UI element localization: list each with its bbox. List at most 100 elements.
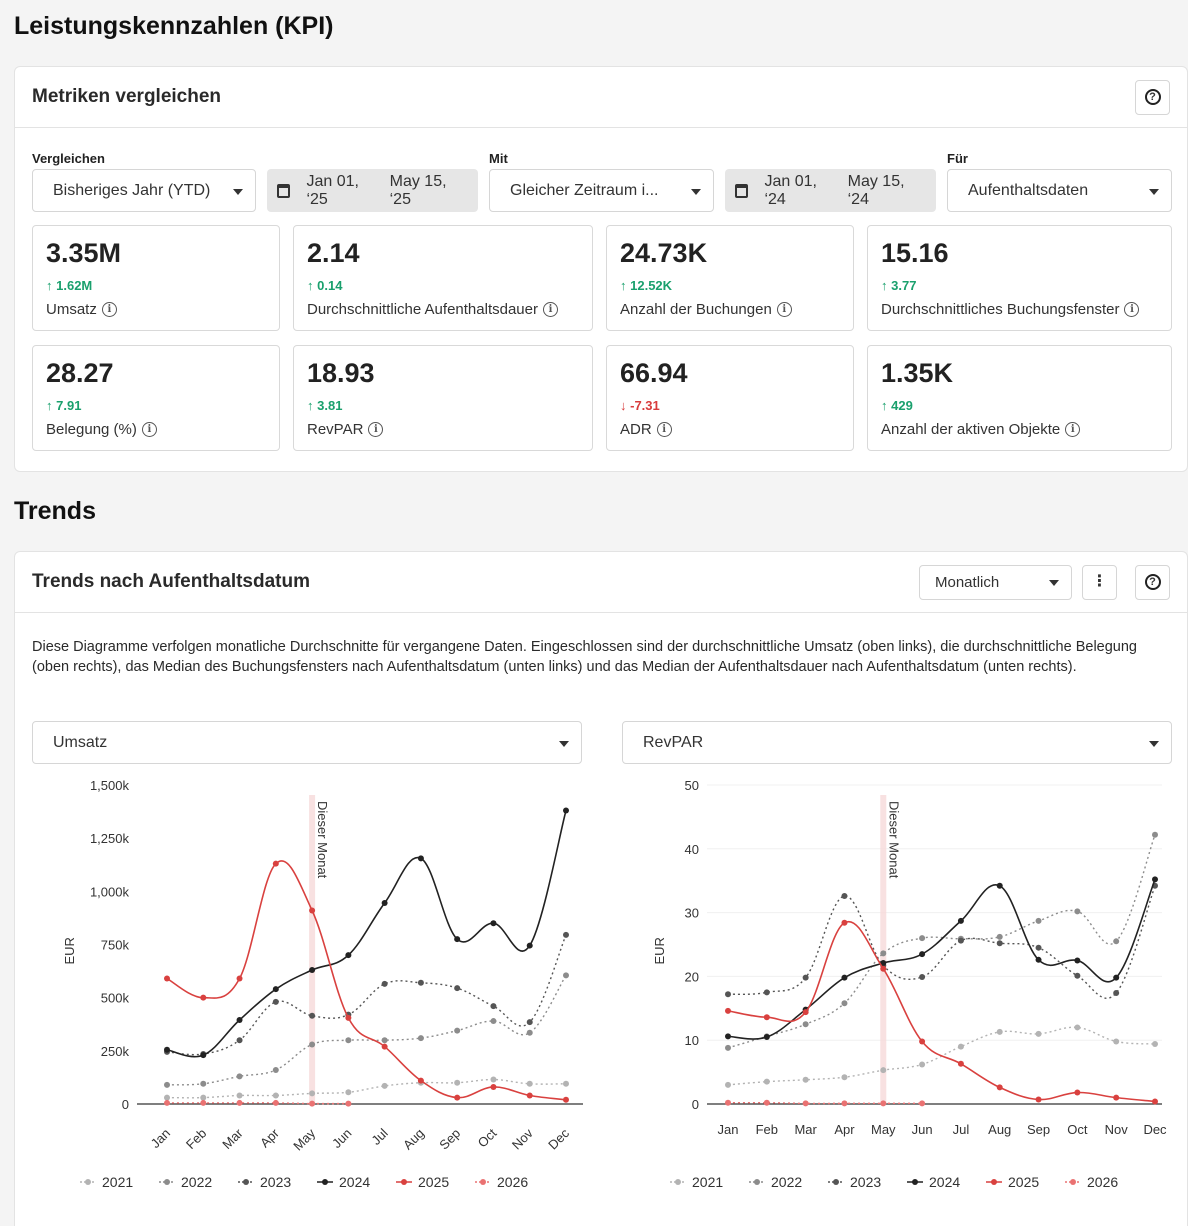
data-point-2024	[763, 1034, 770, 1041]
info-icon[interactable]: i	[656, 422, 672, 437]
y-tick-label: 40	[685, 842, 699, 857]
metric-card-buchungen: 24.73K ↑ 12.52K Anzahl der Buchungen i	[606, 225, 854, 331]
metric-delta: ↑ 3.77	[881, 278, 917, 293]
for-select-value: Aufenthaltsdaten	[968, 181, 1089, 199]
data-point-2021	[345, 1089, 352, 1096]
data-point-2022	[381, 1037, 388, 1044]
y-tick-label: 10	[685, 1033, 699, 1048]
data-point-2024	[725, 1033, 731, 1040]
data-point-2024	[1152, 876, 1158, 883]
data-point-2021	[526, 1080, 533, 1087]
data-point-2022	[200, 1080, 207, 1087]
period-select[interactable]: Monatlich	[919, 564, 1072, 600]
kpi-help-button[interactable]: ?	[1135, 79, 1170, 115]
data-point-2022	[996, 933, 1003, 940]
info-icon[interactable]: i	[368, 422, 384, 437]
metric-value: 2.14	[307, 238, 360, 268]
info-icon[interactable]: i	[101, 302, 117, 317]
trend-card: Trends nach Aufenthaltsdatum Monatlich ⋮…	[14, 551, 1188, 1226]
data-point-2025	[802, 1009, 809, 1016]
this-month-label: Dieser Monat	[886, 801, 901, 879]
data-point-2021	[200, 1094, 207, 1101]
metric-label: Belegung (%) i	[46, 421, 266, 438]
more-options-button[interactable]: ⋮	[1082, 564, 1117, 600]
right-metric-select[interactable]: RevPAR	[622, 721, 1172, 764]
y-tick-label: 50	[685, 778, 699, 793]
data-point-2021	[725, 1081, 731, 1088]
data-point-2025	[490, 1083, 497, 1090]
legend-dot	[480, 1179, 486, 1185]
data-point-2024	[490, 920, 497, 927]
right-metric-value: RevPAR	[643, 733, 704, 751]
data-point-2022	[1074, 908, 1081, 915]
data-point-2022	[802, 1021, 809, 1028]
metric-delta: ↑ 12.52K	[620, 278, 673, 293]
with-select[interactable]: Gleicher Zeitraum i...	[489, 169, 714, 212]
legend-dot	[401, 1179, 407, 1185]
compare-select[interactable]: Bisheriges Jahr (YTD)	[32, 169, 256, 212]
data-point-2024	[996, 882, 1003, 889]
trend-help-button[interactable]: ?	[1135, 564, 1170, 600]
data-point-2021	[1035, 1030, 1042, 1037]
info-icon[interactable]: i	[776, 302, 792, 317]
y-tick-label: 0	[122, 1097, 129, 1112]
data-point-2024	[1074, 957, 1081, 964]
data-point-2022	[725, 1044, 731, 1051]
legend-label: 2024	[339, 1174, 370, 1190]
data-point-2025	[526, 1092, 533, 1099]
metric-value: 28.27	[46, 358, 114, 388]
left-metric-value: Umsatz	[53, 733, 108, 751]
data-point-2021	[880, 1067, 887, 1074]
info-icon[interactable]: i	[542, 302, 558, 317]
data-point-2023	[957, 937, 964, 944]
with-range-end: May 15, ‘24	[847, 172, 905, 208]
left-metric-select[interactable]: Umsatz	[32, 721, 582, 764]
data-point-2025	[381, 1043, 388, 1050]
data-point-2026	[309, 1100, 316, 1107]
legend-dot	[991, 1179, 997, 1185]
question-icon: ?	[1144, 574, 1161, 590]
x-tick-label: May	[871, 1122, 896, 1137]
trend-card-header: Trends nach Aufenthaltsdatum Monatlich ⋮…	[15, 552, 1187, 613]
this-month-marker	[880, 795, 887, 1104]
x-tick-label: Nov	[1105, 1122, 1129, 1137]
compare-range-end: May 15, ‘25	[389, 172, 447, 208]
info-icon[interactable]: i	[1124, 302, 1140, 317]
data-point-2026	[725, 1099, 731, 1106]
data-point-2024	[1035, 956, 1042, 963]
chevron-down-icon	[691, 189, 701, 195]
x-tick-label: Nov	[509, 1125, 536, 1152]
metric-value: 15.16	[881, 238, 949, 268]
data-point-2024	[417, 855, 424, 862]
data-point-2026	[919, 1100, 926, 1107]
series-line-2026	[727, 1101, 923, 1105]
for-select[interactable]: Aufenthaltsdaten	[947, 169, 1172, 212]
data-point-2022	[309, 1041, 316, 1048]
data-point-2022	[417, 1035, 424, 1042]
chevron-down-icon	[1049, 579, 1059, 586]
data-point-2021	[563, 1080, 569, 1087]
data-point-2025	[272, 860, 279, 867]
x-tick-label: May	[290, 1125, 318, 1153]
data-point-2024	[345, 952, 352, 959]
data-point-2022	[526, 1029, 533, 1036]
data-point-2024	[164, 1046, 170, 1053]
info-icon[interactable]: i	[1065, 422, 1081, 437]
with-date-range[interactable]: Jan 01, ‘24 May 15, ‘24	[725, 169, 936, 212]
trend-description: Diese Diagramme verfolgen monatliche Dur…	[32, 639, 1137, 675]
data-point-2023	[802, 974, 809, 981]
data-point-2024	[880, 960, 887, 967]
x-tick-label: Aug	[400, 1126, 427, 1153]
compare-date-range[interactable]: Jan 01, ‘25 May 15, ‘25	[267, 169, 478, 212]
data-point-2022	[454, 1027, 461, 1034]
metric-delta: ↓ -7.31	[620, 398, 660, 413]
info-icon[interactable]: i	[141, 422, 157, 437]
data-point-2025	[957, 1060, 964, 1067]
metric-delta: ↑ 0.14	[307, 278, 343, 293]
data-point-2026	[236, 1099, 243, 1106]
y-tick-label: 250k	[101, 1044, 130, 1059]
metric-card-revpar: 18.93 ↑ 3.81 RevPAR i	[293, 345, 593, 451]
calendar-icon	[277, 183, 291, 198]
x-tick-label: Mar	[794, 1122, 817, 1137]
for-label: Für	[947, 151, 968, 166]
